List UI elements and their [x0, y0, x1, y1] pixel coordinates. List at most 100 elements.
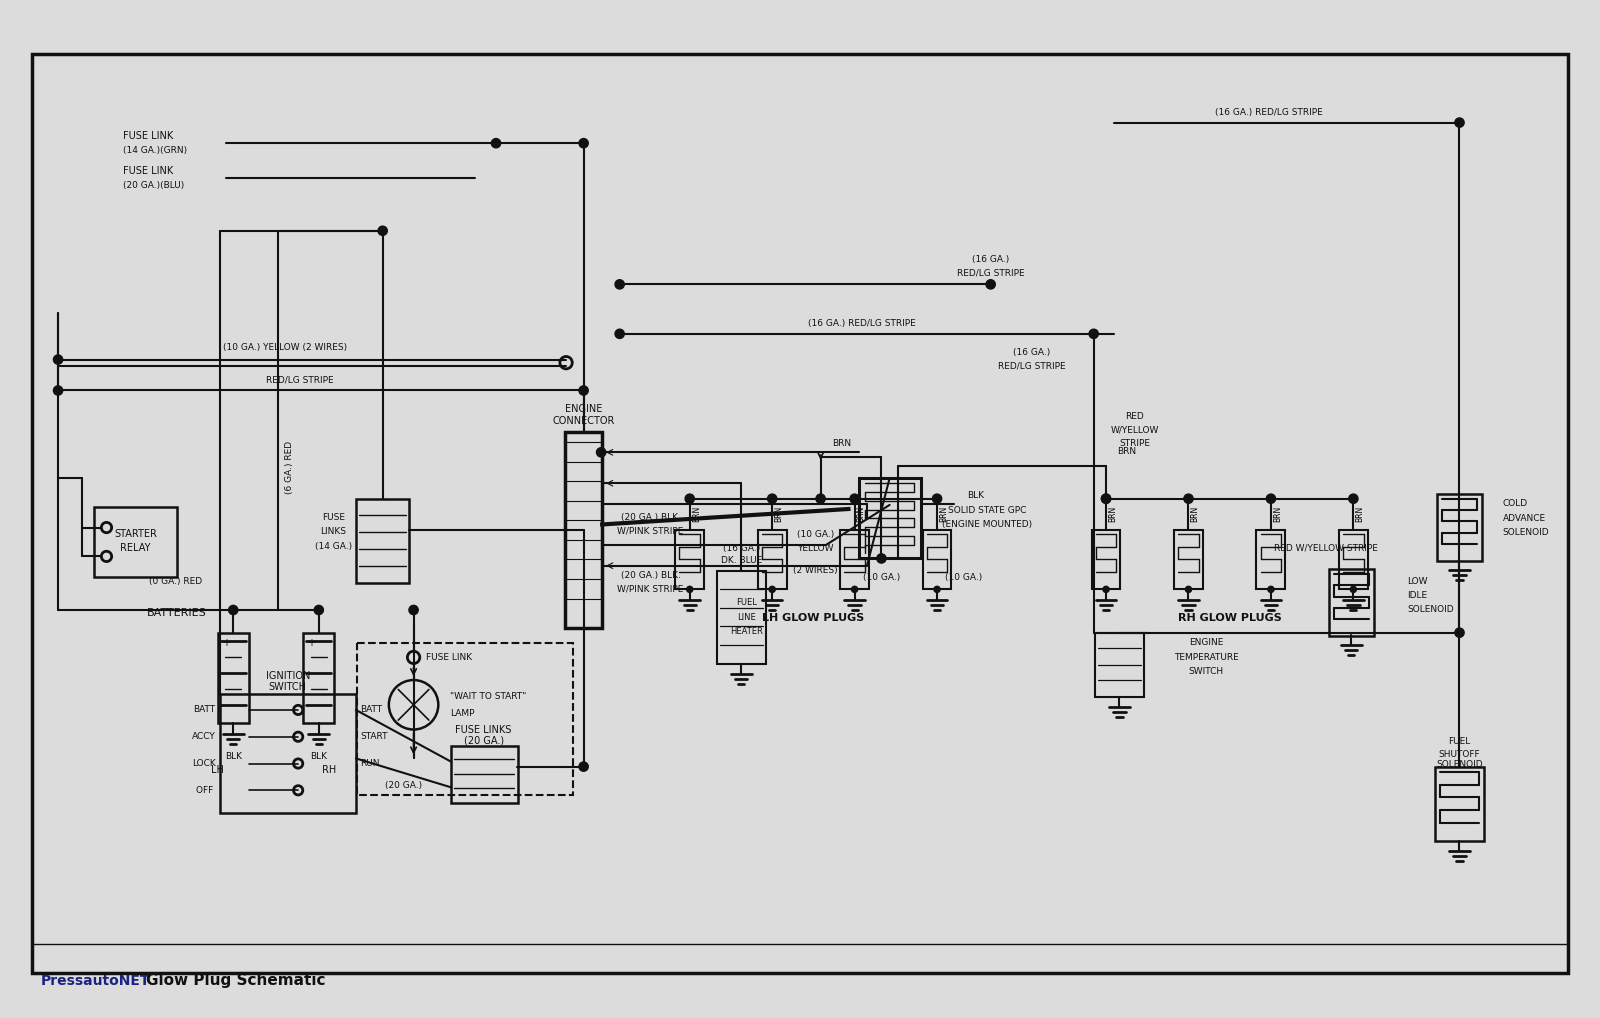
Circle shape [614, 329, 624, 338]
Text: RED W/YELLOW STRIPE: RED W/YELLOW STRIPE [1274, 544, 1378, 553]
Circle shape [1267, 586, 1274, 592]
Circle shape [685, 494, 694, 503]
Text: LINKS: LINKS [320, 527, 346, 536]
Text: (16 GA.): (16 GA.) [973, 256, 1010, 264]
Text: PressautoNET: PressautoNET [40, 974, 150, 987]
Bar [717, 571, 766, 664]
Text: SWITCH: SWITCH [269, 682, 307, 692]
Text: IDLE: IDLE [1406, 591, 1427, 600]
Text: STRIPE: STRIPE [1120, 439, 1150, 448]
Text: RED/LG STRIPE: RED/LG STRIPE [267, 376, 334, 385]
Text: W/YELLOW: W/YELLOW [1110, 426, 1158, 434]
Text: ACCY: ACCY [192, 732, 216, 741]
Bar [675, 529, 704, 589]
Text: BLK: BLK [966, 491, 984, 500]
Text: HEATER: HEATER [730, 627, 763, 636]
Bar [1091, 529, 1120, 589]
Circle shape [986, 280, 995, 289]
Text: TEMPERATURE: TEMPERATURE [1174, 653, 1238, 662]
Circle shape [1350, 586, 1357, 592]
Text: RELAY: RELAY [120, 544, 150, 553]
Text: (20 GA.)(BLU): (20 GA.)(BLU) [123, 181, 184, 190]
Bar [304, 632, 334, 724]
Bar [859, 478, 920, 559]
Text: DK. BLUE: DK. BLUE [720, 556, 762, 565]
Circle shape [614, 280, 624, 289]
Text: BRN: BRN [939, 506, 949, 522]
Circle shape [491, 138, 501, 148]
Text: ADVANCE: ADVANCE [1502, 514, 1546, 523]
Circle shape [314, 606, 323, 615]
Text: (10 GA.): (10 GA.) [797, 530, 834, 540]
Text: SOLID STATE GPC: SOLID STATE GPC [949, 506, 1027, 514]
Text: BRN: BRN [1274, 506, 1282, 522]
Text: BATT: BATT [360, 705, 382, 715]
Circle shape [1090, 329, 1098, 338]
Circle shape [579, 138, 589, 148]
Bar [840, 529, 869, 589]
Text: RH GLOW PLUGS: RH GLOW PLUGS [1178, 613, 1282, 623]
Text: (10 GA.): (10 GA.) [862, 572, 901, 581]
Text: SWITCH: SWITCH [1189, 668, 1224, 676]
Text: (16 GA.) RED/LG STRIPE: (16 GA.) RED/LG STRIPE [808, 319, 915, 328]
Text: BRN: BRN [1355, 506, 1365, 522]
Text: RED/LG STRIPE: RED/LG STRIPE [998, 361, 1066, 371]
Circle shape [597, 448, 606, 457]
Circle shape [1454, 118, 1464, 127]
Text: CONNECTOR: CONNECTOR [552, 416, 614, 427]
Text: LAMP: LAMP [450, 709, 474, 718]
Circle shape [686, 586, 693, 592]
Bar [1437, 494, 1482, 561]
Text: FUEL: FUEL [736, 599, 757, 608]
Bar [451, 746, 518, 802]
Text: (16 GA.) RED/LG STRIPE: (16 GA.) RED/LG STRIPE [1214, 108, 1323, 117]
Bar [758, 529, 787, 589]
Text: STARTER: STARTER [114, 528, 157, 539]
Text: BRN: BRN [1109, 506, 1117, 522]
Circle shape [850, 494, 859, 503]
Circle shape [1349, 494, 1358, 503]
Text: SOLENOID: SOLENOID [1406, 606, 1453, 615]
Circle shape [579, 386, 589, 395]
Text: RH: RH [322, 765, 336, 775]
Text: (20 GA.) BLK.: (20 GA.) BLK. [621, 513, 680, 522]
Circle shape [53, 355, 62, 364]
Text: LOW: LOW [1406, 576, 1427, 585]
Text: (6 GA.) RED: (6 GA.) RED [285, 441, 294, 495]
Text: (2 WIRES): (2 WIRES) [794, 566, 838, 575]
Bar [1256, 529, 1285, 589]
Bar [355, 499, 410, 583]
Text: BRN: BRN [832, 439, 851, 448]
Bar [1435, 767, 1485, 841]
Text: ENGINE: ENGINE [1189, 638, 1222, 647]
Text: START: START [360, 732, 387, 741]
Circle shape [877, 554, 886, 563]
Bar [94, 507, 176, 577]
Text: (16 GA.): (16 GA.) [1013, 348, 1051, 357]
Text: BLK: BLK [310, 752, 328, 761]
Text: +: + [307, 638, 315, 647]
Text: BRN: BRN [856, 506, 866, 522]
Text: W/PINK STRIPE: W/PINK STRIPE [618, 585, 683, 593]
Text: (0 GA.) RED: (0 GA.) RED [149, 576, 202, 585]
Bar [1174, 529, 1203, 589]
Text: (ENGINE MOUNTED): (ENGINE MOUNTED) [942, 520, 1032, 529]
Bar [1094, 632, 1144, 696]
Text: Glow Plug Schematic: Glow Plug Schematic [146, 973, 325, 988]
Text: RED: RED [1125, 411, 1144, 420]
Circle shape [378, 226, 387, 235]
Circle shape [229, 606, 238, 615]
Text: (20 GA.) BLK.: (20 GA.) BLK. [621, 571, 680, 580]
Circle shape [933, 494, 942, 503]
Text: BATTERIES: BATTERIES [147, 608, 206, 618]
Text: FUSE LINK: FUSE LINK [426, 653, 472, 662]
Text: BRN: BRN [691, 506, 701, 522]
Circle shape [934, 586, 941, 592]
Text: IGNITION: IGNITION [266, 671, 310, 681]
Text: (10 GA.) YELLOW (2 WIRES): (10 GA.) YELLOW (2 WIRES) [222, 343, 347, 351]
Text: BATT: BATT [194, 705, 216, 715]
Bar [923, 529, 952, 589]
Circle shape [1102, 586, 1109, 592]
Text: (20 GA.): (20 GA.) [464, 736, 504, 746]
Text: SHUTOFF: SHUTOFF [1438, 749, 1480, 758]
